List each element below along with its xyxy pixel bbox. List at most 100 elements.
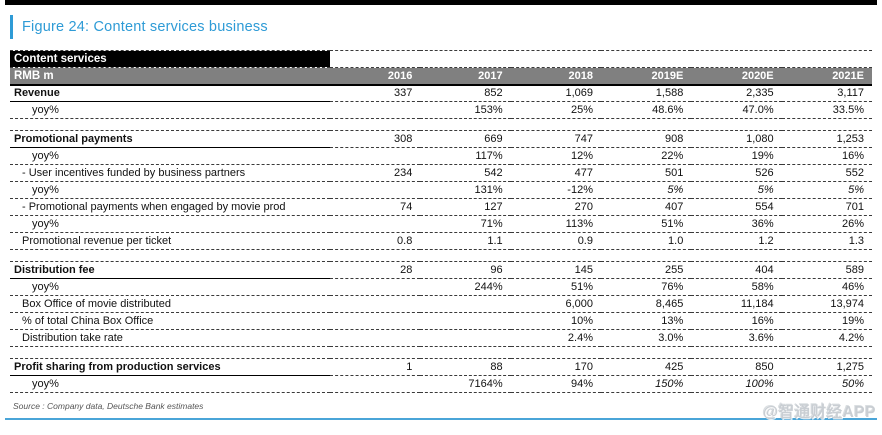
value-cell: 554: [691, 198, 782, 216]
year-column-header: 2019E: [600, 67, 692, 86]
value-cell: 1,080: [691, 130, 782, 148]
value-cell: 33.5%: [781, 101, 872, 119]
table-row: % of total China Box Office 10% 13% 16% 19%: [10, 312, 872, 330]
table-row: Distribution fee 28 96 145 255 404 589: [10, 261, 872, 279]
value-cell: 48.6%: [600, 101, 692, 119]
value-cell: 337: [330, 84, 421, 102]
value-cell: 255: [600, 261, 692, 279]
value-cell: 8,465: [600, 295, 692, 313]
value-cell: 526: [691, 164, 782, 182]
value-cell: 13,974: [781, 295, 872, 313]
value-cell: [330, 101, 421, 119]
value-cell: 3,117: [781, 84, 872, 102]
table-title-spacer: [781, 50, 872, 68]
spacer-row: [10, 249, 872, 262]
bottom-rule: [5, 418, 877, 420]
row-label: Promotional payments: [10, 130, 330, 148]
value-cell: 94%: [510, 375, 601, 393]
top-rule: [5, 0, 877, 5]
value-cell: 1.0: [600, 232, 692, 250]
value-cell: 88: [420, 358, 511, 376]
value-cell: 50%: [781, 375, 872, 393]
unit-label: RMB m: [10, 67, 330, 86]
content-services-table-wrap: Content services RMB m 2016 2017 2018 2019E…: [10, 50, 872, 393]
table-body: Revenue 337 852 1,069 1,588 2,335 3,117 yoy% 153…: [10, 84, 872, 393]
value-cell: 28: [330, 261, 421, 279]
row-label: Revenue: [10, 84, 330, 102]
value-cell: 552: [781, 164, 872, 182]
value-cell: [420, 312, 511, 330]
value-cell: 234: [330, 164, 421, 182]
table-title-row: Content services: [10, 50, 872, 68]
value-cell: 2.4%: [510, 329, 601, 347]
row-label: - Promotional payments when engaged by m…: [10, 198, 330, 216]
value-cell: 19%: [781, 312, 872, 330]
row-label: yoy%: [10, 215, 330, 233]
value-cell: [420, 329, 511, 347]
table-row: Box Office of movie distributed 6,000 8,46…: [10, 295, 872, 313]
value-cell: [330, 181, 421, 199]
value-cell: 1.3: [781, 232, 872, 250]
value-cell: 19%: [691, 147, 782, 165]
value-cell: 11,184: [691, 295, 782, 313]
table-row: yoy% 244% 51% 76% 58% 46%: [10, 278, 872, 296]
row-label: Profit sharing from production services: [10, 358, 330, 376]
value-cell: -12%: [510, 181, 601, 199]
table-row: Profit sharing from production services 1…: [10, 358, 872, 376]
value-cell: [330, 312, 421, 330]
year-header-row: RMB m 2016 2017 2018 2019E 2020E 2021E: [10, 67, 872, 86]
table-row: yoy% 153% 25% 48.6% 47.0% 33.5%: [10, 101, 872, 119]
row-label: Distribution fee: [10, 261, 330, 279]
value-cell: [330, 278, 421, 296]
value-cell: 1,588: [600, 84, 692, 102]
value-cell: 852: [420, 84, 511, 102]
table-title-label: Content services: [10, 50, 330, 68]
spacer-row: [10, 118, 872, 131]
row-label: - User incentives funded by business par…: [10, 164, 330, 182]
table-row: yoy% 131% -12% 5% 5% 5%: [10, 181, 872, 199]
value-cell: 1,275: [781, 358, 872, 376]
figure-title: Figure 24: Content services business: [22, 19, 268, 35]
value-cell: 5%: [781, 181, 872, 199]
value-cell: 425: [600, 358, 692, 376]
value-cell: 501: [600, 164, 692, 182]
table-row: Promotional payments 308 669 747 908 1,080 1,2…: [10, 130, 872, 148]
value-cell: 1,253: [781, 130, 872, 148]
value-cell: 47.0%: [691, 101, 782, 119]
value-cell: [330, 147, 421, 165]
table-row: - User incentives funded by business par…: [10, 164, 872, 182]
value-cell: 1: [330, 358, 421, 376]
value-cell: 6,000: [510, 295, 601, 313]
value-cell: [330, 375, 421, 393]
value-cell: 270: [510, 198, 601, 216]
table-title-spacer: [420, 50, 511, 68]
value-cell: 36%: [691, 215, 782, 233]
value-cell: 46%: [781, 278, 872, 296]
value-cell: 74: [330, 198, 421, 216]
value-cell: [330, 295, 421, 313]
value-cell: 1.2: [691, 232, 782, 250]
value-cell: 747: [510, 130, 601, 148]
value-cell: 127: [420, 198, 511, 216]
row-label: yoy%: [10, 375, 330, 393]
value-cell: 908: [600, 130, 692, 148]
value-cell: 407: [600, 198, 692, 216]
value-cell: 308: [330, 130, 421, 148]
row-label: yoy%: [10, 147, 330, 165]
value-cell: 3.6%: [691, 329, 782, 347]
figure-title-block: Figure 24: Content services business: [10, 15, 268, 39]
source-note: Source : Company data, Deutsche Bank est…: [13, 401, 204, 411]
value-cell: 113%: [510, 215, 601, 233]
value-cell: 71%: [420, 215, 511, 233]
table-row: Promotional revenue per ticket 0.8 1.1 0.9 1…: [10, 232, 872, 250]
row-label: yoy%: [10, 278, 330, 296]
value-cell: 10%: [510, 312, 601, 330]
value-cell: 25%: [510, 101, 601, 119]
value-cell: 669: [420, 130, 511, 148]
value-cell: 1,069: [510, 84, 601, 102]
value-cell: 22%: [600, 147, 692, 165]
value-cell: 4.2%: [781, 329, 872, 347]
value-cell: 153%: [420, 101, 511, 119]
value-cell: 0.8: [330, 232, 421, 250]
value-cell: 5%: [691, 181, 782, 199]
